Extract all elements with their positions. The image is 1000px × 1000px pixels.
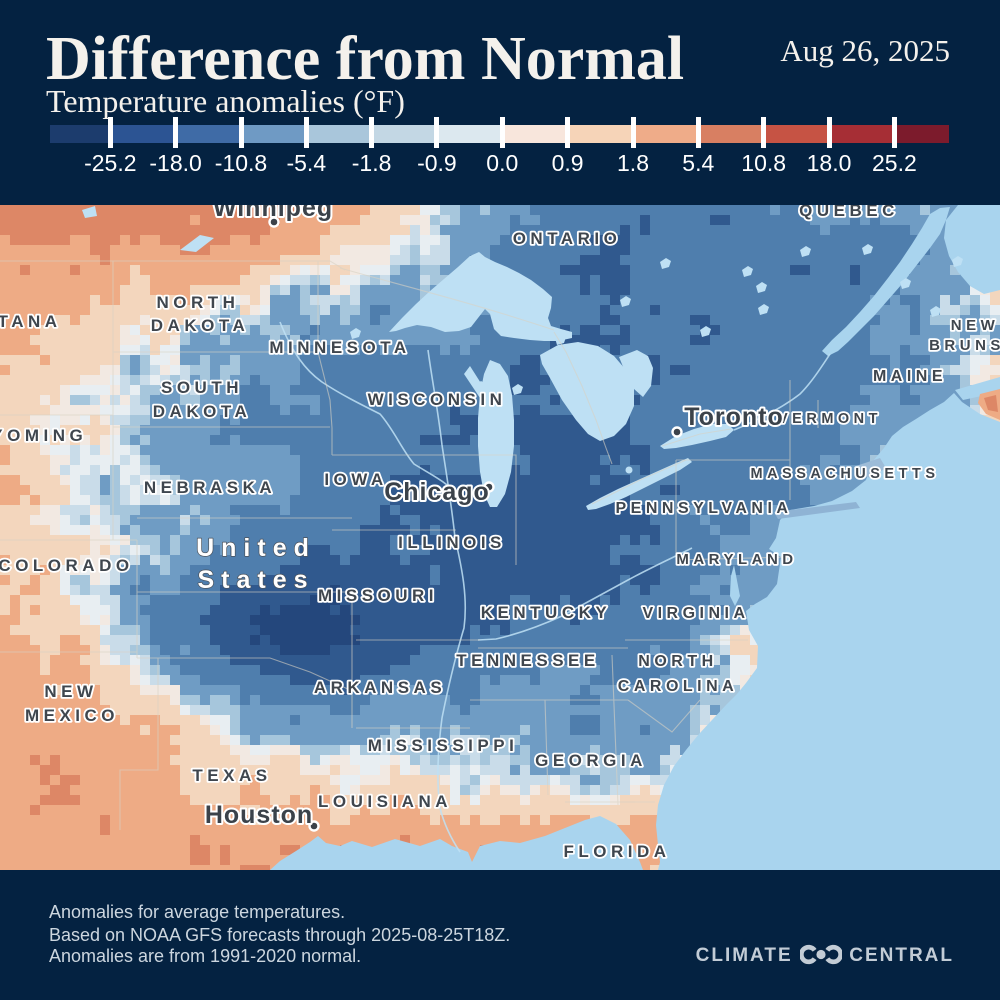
- svg-text:TEXAS: TEXAS: [192, 766, 271, 785]
- svg-text:DAKOTA: DAKOTA: [151, 316, 249, 335]
- svg-text:MONTANA: MONTANA: [0, 312, 62, 331]
- svg-text:MISSOURI: MISSOURI: [318, 586, 438, 605]
- svg-text:LOUISIANA: LOUISIANA: [318, 792, 452, 811]
- svg-text:WISCONSIN: WISCONSIN: [368, 390, 507, 409]
- svg-text:Chicago: Chicago: [384, 478, 490, 506]
- svg-text:ONTARIO: ONTARIO: [513, 229, 622, 248]
- svg-text:VERMONT: VERMONT: [778, 411, 882, 427]
- svg-text:MEXICO: MEXICO: [25, 706, 119, 725]
- svg-text:Houston: Houston: [205, 801, 313, 829]
- svg-text:CAROLINA: CAROLINA: [618, 678, 738, 695]
- svg-text:Toronto: Toronto: [684, 403, 784, 431]
- svg-text:MISSISSIPPI: MISSISSIPPI: [368, 736, 519, 755]
- svg-text:MINNESOTA: MINNESOTA: [269, 338, 410, 357]
- svg-text:BRUNSWICK: BRUNSWICK: [929, 337, 1000, 354]
- svg-text:COLORADO: COLORADO: [0, 556, 134, 575]
- svg-text:ARKANSAS: ARKANSAS: [314, 678, 446, 697]
- svg-text:PENNSYLVANIA: PENNSYLVANIA: [616, 500, 793, 517]
- svg-text:ILLINOIS: ILLINOIS: [398, 533, 506, 552]
- svg-text:FLORIDA: FLORIDA: [563, 842, 670, 861]
- svg-text:VIRGINIA: VIRGINIA: [642, 605, 749, 622]
- svg-text:GEORGIA: GEORGIA: [535, 751, 647, 770]
- svg-text:TENNESSEE: TENNESSEE: [456, 651, 599, 670]
- svg-text:QUEBEC: QUEBEC: [799, 205, 899, 220]
- svg-text:NEW: NEW: [44, 682, 97, 701]
- svg-text:NEBRASKA: NEBRASKA: [144, 478, 276, 497]
- svg-text:DAKOTA: DAKOTA: [153, 402, 251, 421]
- svg-text:SOUTH: SOUTH: [161, 378, 243, 397]
- svg-text:United: United: [196, 534, 316, 562]
- svg-text:MASSACHUSETTS: MASSACHUSETTS: [750, 466, 939, 482]
- svg-text:States: States: [197, 566, 314, 594]
- svg-text:NORTH: NORTH: [638, 653, 717, 670]
- svg-text:NEW: NEW: [951, 317, 1000, 334]
- svg-text:KENTUCKY: KENTUCKY: [481, 603, 611, 622]
- svg-text:WYOMING: WYOMING: [0, 426, 87, 445]
- svg-text:MAINE: MAINE: [873, 368, 947, 385]
- svg-text:Winnipeg: Winnipeg: [213, 205, 333, 222]
- svg-text:NORTH: NORTH: [157, 293, 240, 312]
- svg-text:IOWA: IOWA: [324, 470, 387, 489]
- svg-text:MARYLAND: MARYLAND: [676, 551, 797, 568]
